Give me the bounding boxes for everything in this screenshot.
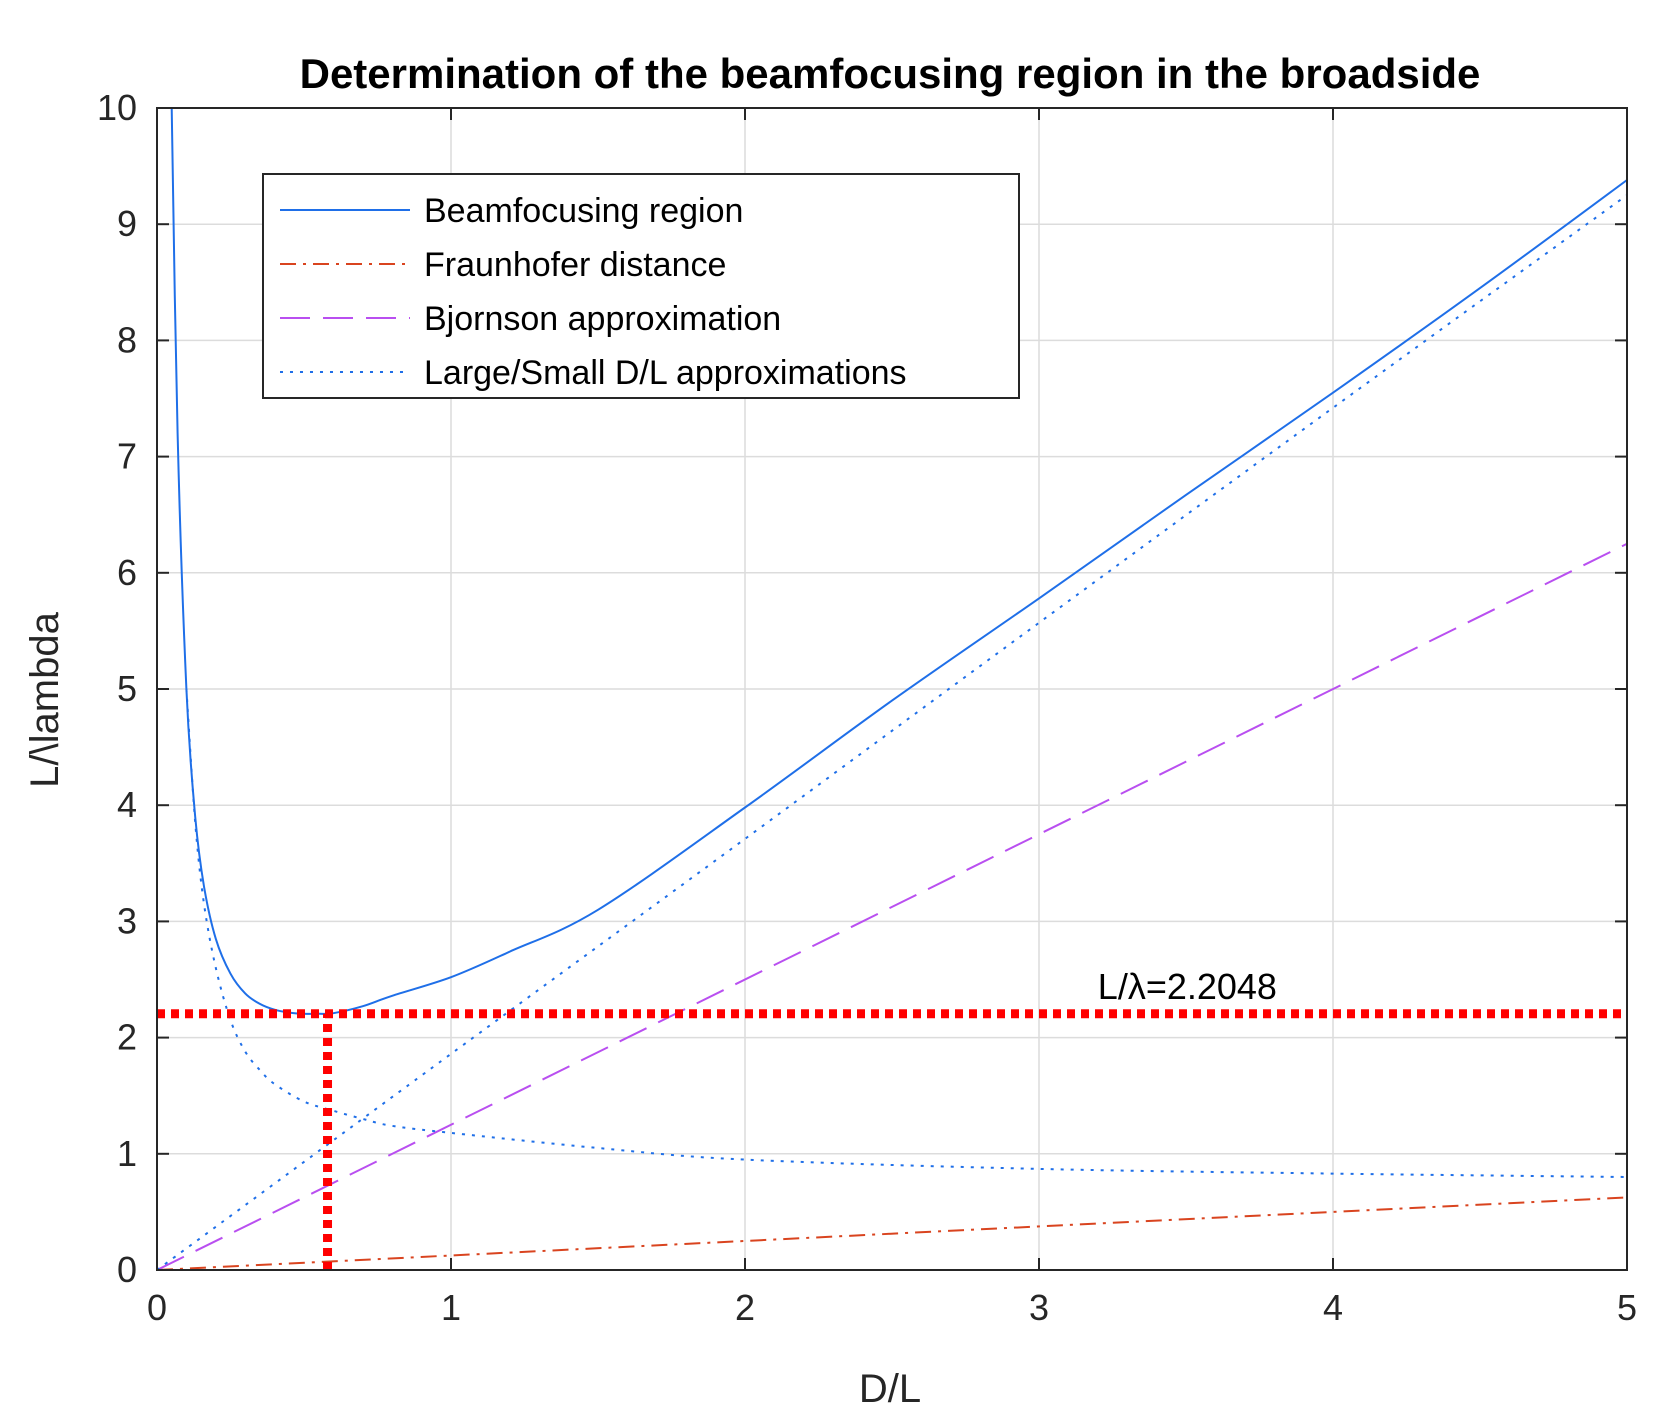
y-tick-label: 4 [117,784,137,825]
y-tick-label: 6 [117,552,137,593]
legend-label-1: Fraunhofer distance [424,246,726,284]
x-tick-labels: 0 1 2 3 4 5 [147,1287,1637,1328]
series-line-2 [157,542,1627,1270]
y-tick-labels: 0 1 2 3 4 5 6 7 8 9 10 [97,87,137,1290]
legend-label-0: Beamfocusing region [424,192,743,230]
y-tick-label: 10 [97,87,137,128]
y-axis-label: L/\lambda [23,611,67,787]
x-tick-label: 2 [735,1287,755,1328]
x-tick-label: 4 [1323,1287,1343,1328]
x-axis-label: D/L [859,1367,921,1411]
x-tick-label: 1 [441,1287,461,1328]
plot-area [157,108,1627,1270]
y-tick-label: 8 [117,319,137,360]
legend-label-2: Bjornson approximation [424,300,781,338]
legend-label-3: Large/Small D/L approximations [424,354,907,392]
series-line-0 [170,108,1627,1015]
legend: Beamfocusing region Fraunhofer distance Bj… [262,173,1020,399]
y-tick-label: 5 [117,668,137,709]
chart-title: Determination of the beamfocusing region… [300,50,1481,97]
tick-marks [156,107,1628,1271]
series-line-3 [185,688,1627,1178]
legend-box [262,173,1020,399]
x-tick-label: 3 [1029,1287,1049,1328]
y-tick-label: 2 [117,1017,137,1058]
series-layer [157,108,1627,1270]
y-tick-label: 0 [117,1249,137,1290]
reference-lines [157,1009,1627,1270]
x-tick-label: 5 [1617,1287,1637,1328]
y-tick-label: 9 [117,203,137,244]
x-tick-label: 0 [147,1287,167,1328]
y-tick-label: 1 [117,1133,137,1174]
threshold-annotation: L/λ=2.2048 [1098,966,1277,1007]
series-line-3 [157,194,1627,1270]
y-tick-label: 7 [117,436,137,477]
y-tick-label: 3 [117,900,137,941]
series-line-1 [157,1196,1627,1270]
